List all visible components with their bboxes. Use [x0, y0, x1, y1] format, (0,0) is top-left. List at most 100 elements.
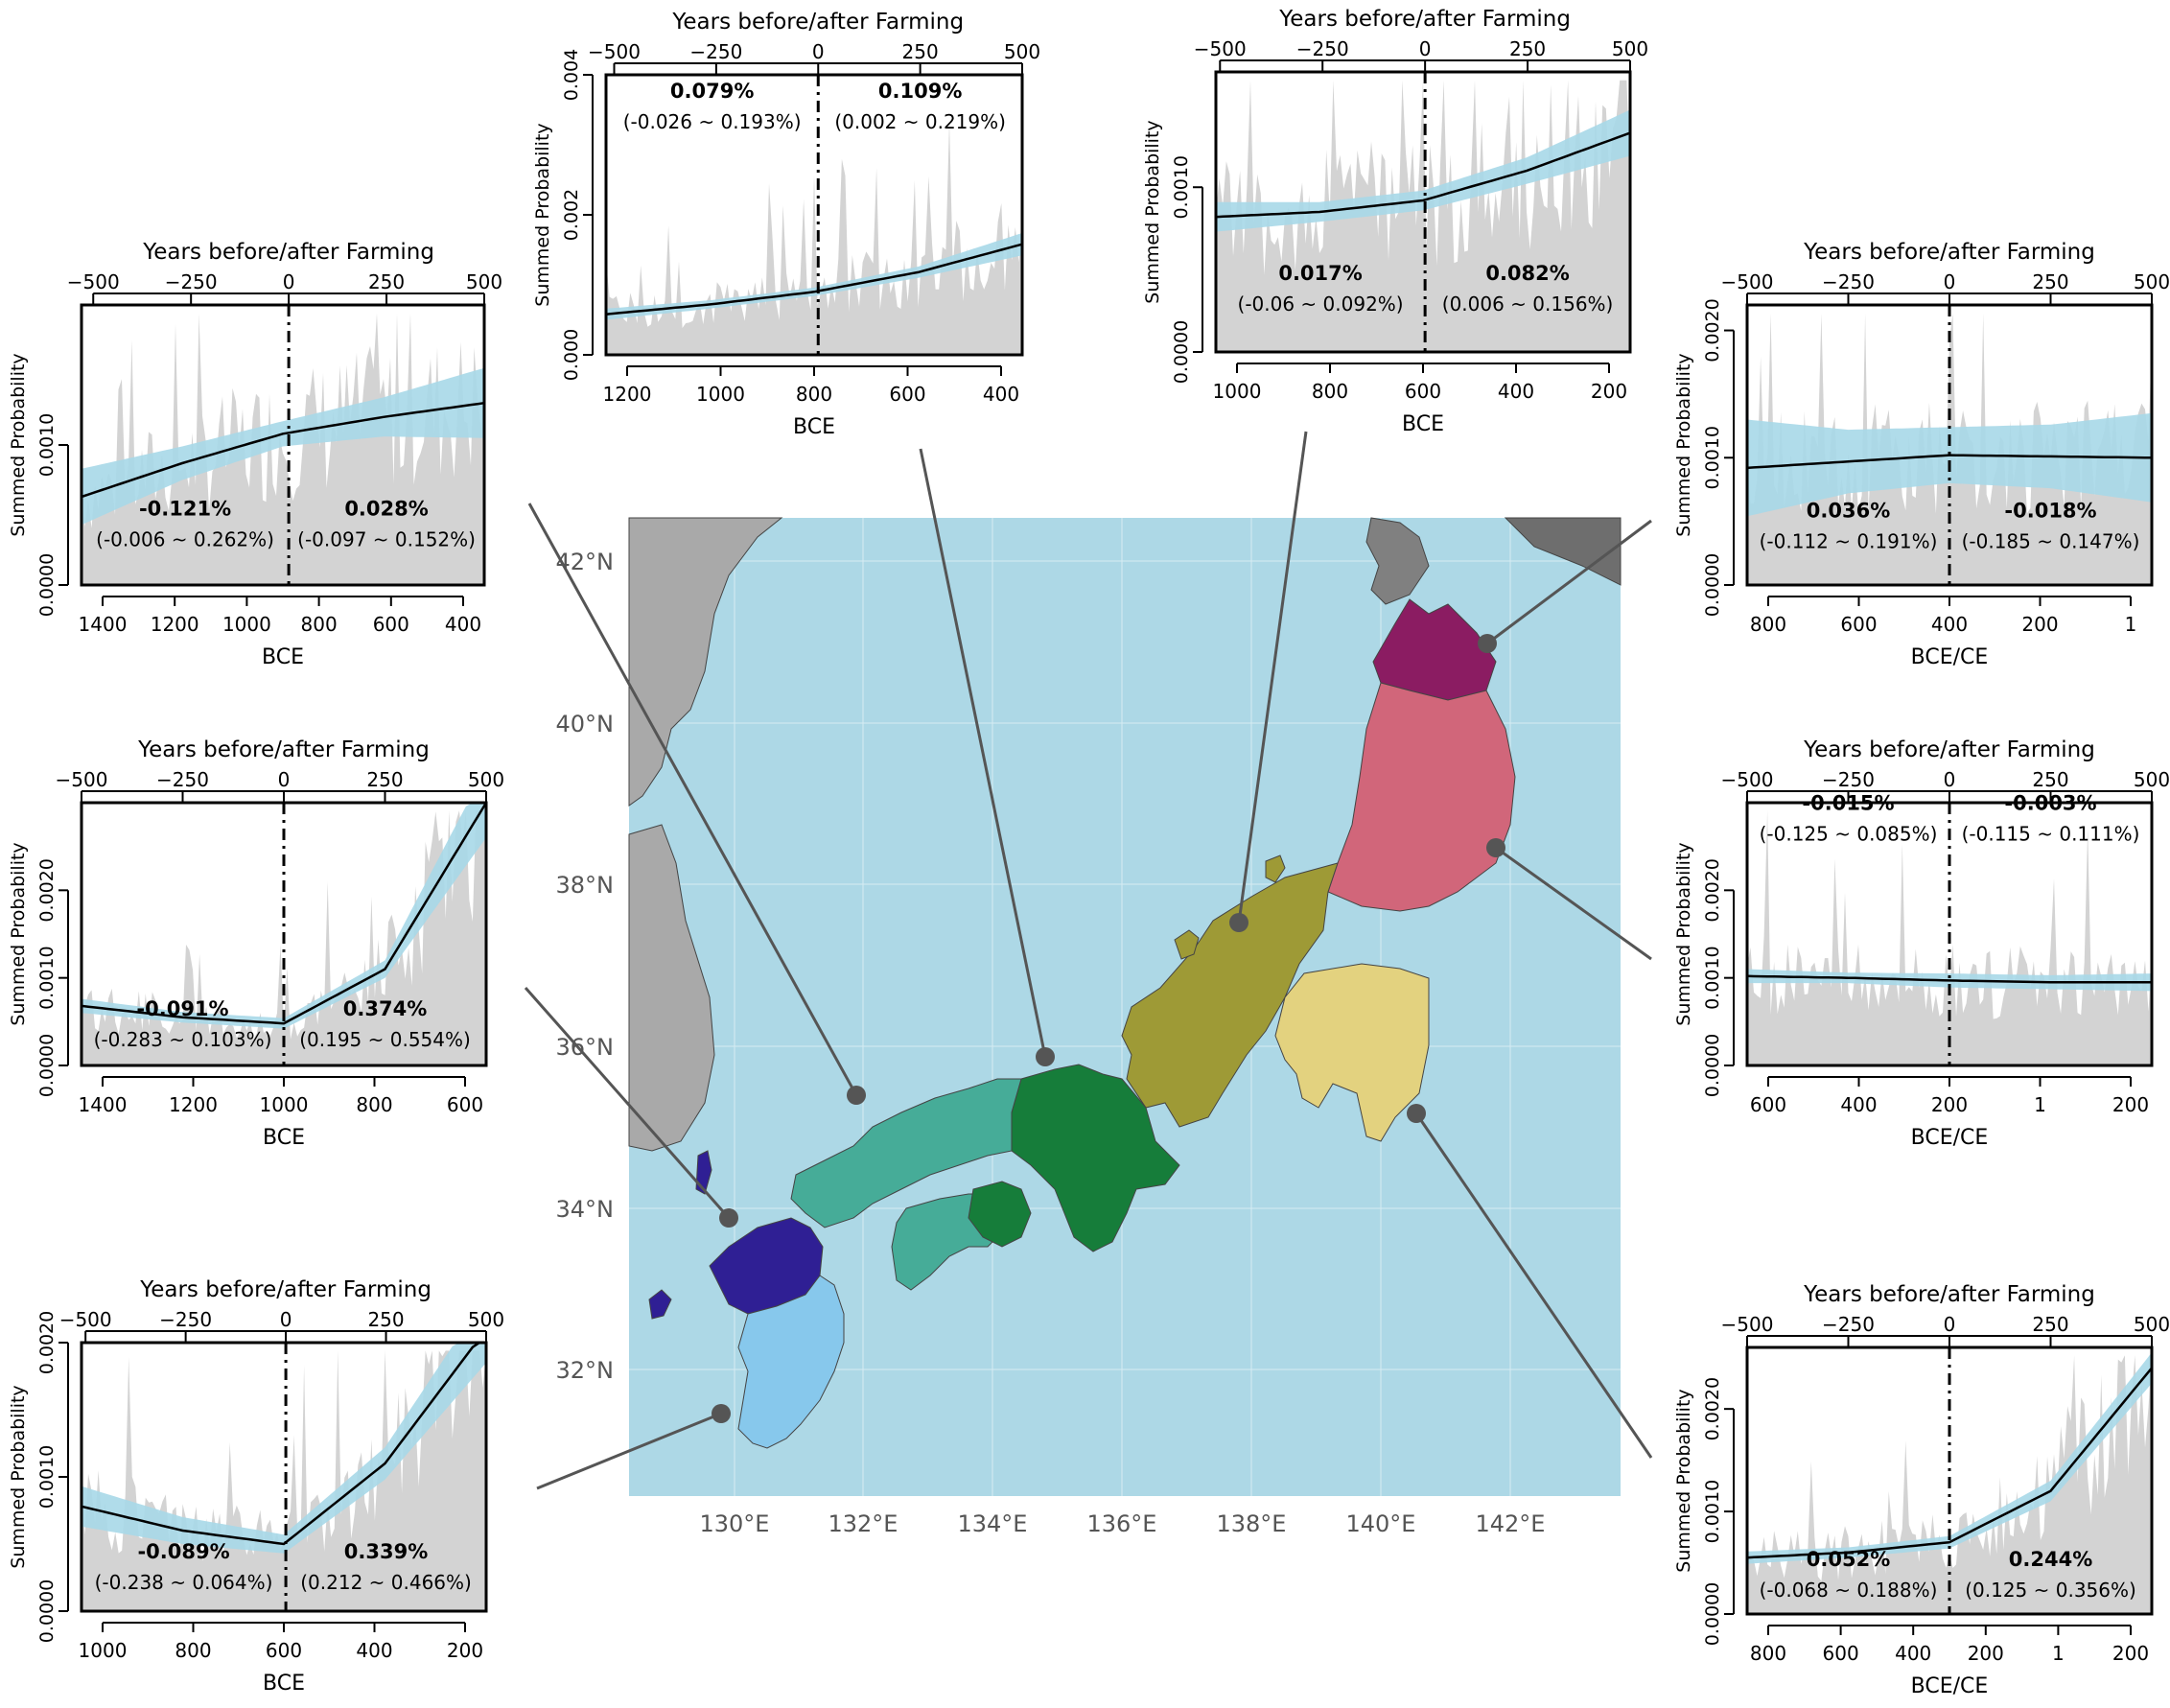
leader-line [1486, 519, 1652, 645]
region-kanto [1274, 963, 1430, 1142]
right-growth-ci: (0.212 ~ 0.466%) [300, 1571, 472, 1594]
leader-dot [1486, 838, 1505, 857]
map-lon-label: 142°E [1476, 1510, 1546, 1537]
confidence-band [1747, 1352, 2152, 1564]
top-tick-label: −500 [1194, 37, 1247, 60]
panels: −500 −250 0 250 500 Years before/after Farmin… [8, 7, 2170, 1698]
leader-dot [712, 1404, 731, 1423]
panel-frame [80, 1341, 488, 1613]
map-lat-label: 38°N [556, 872, 615, 899]
summed-probability-area [82, 313, 484, 585]
map-lon-label: 136°E [1087, 1510, 1157, 1537]
island-sado [1265, 854, 1286, 883]
top-tick-label: −500 [67, 270, 120, 293]
top-tick-label: 500 [2134, 1313, 2170, 1336]
leader-dot [1036, 1047, 1055, 1066]
summed-probability-area [82, 1350, 486, 1611]
japan-map: 42°N 40°N 38°N 36°N 34°N 32°N 130°E 132°E 134°E 1… [524, 431, 1653, 1537]
korean-peninsula [628, 824, 715, 1152]
y-axis-title: Summed Probability [1673, 353, 1694, 536]
island-goto [648, 1289, 672, 1320]
x-axis-title: BCE [262, 645, 304, 669]
top-tick-label: −500 [56, 768, 108, 791]
x-axis-title: BCE/CE [1911, 1674, 1989, 1698]
mainland-asia-north [628, 517, 783, 807]
y-tick-label: 0.0010 [1702, 1480, 1723, 1543]
right-growth-rate: 0.374% [343, 997, 427, 1020]
top-tick-label: 0 [1944, 270, 1956, 293]
bottom-tick-label: 1000 [79, 1639, 128, 1662]
map-lat-label: 40°N [556, 711, 615, 737]
leader-dot [847, 1086, 866, 1105]
leader-dot [1407, 1104, 1426, 1123]
y-tick-label: 0.0020 [36, 858, 58, 922]
right-growth-rate: 0.082% [1485, 262, 1569, 285]
top-tick-label: 250 [2032, 768, 2068, 791]
map-lon-label: 134°E [958, 1510, 1028, 1537]
top-axis-title: Years before/after Farming [137, 737, 430, 762]
region-chugoku [790, 1078, 1022, 1228]
top-axis-title: Years before/after Farming [1803, 737, 2095, 762]
right-growth-rate: -0.003% [2004, 791, 2096, 814]
x-axis-title: BCE [263, 1672, 305, 1696]
region-tohoku [1327, 682, 1516, 912]
top-tick-label: 0 [280, 1308, 292, 1331]
y-tick-label: 0.0000 [36, 1579, 58, 1643]
bottom-tick-label: 200 [1931, 1093, 1968, 1116]
leader-line [919, 448, 1047, 1058]
y-axis-title: Summed Probability [1142, 120, 1163, 303]
region-kyushu-south [737, 1275, 845, 1449]
top-tick-label: 250 [2032, 270, 2068, 293]
leader-line [1237, 431, 1308, 924]
bottom-tick-label: 800 [796, 383, 832, 406]
right-growth-ci: (0.195 ~ 0.554%) [299, 1028, 471, 1051]
top-tick-label: −250 [156, 768, 209, 791]
y-tick-label: 0.0000 [1702, 1582, 1723, 1646]
right-growth-ci: (0.006 ~ 0.156%) [1442, 292, 1614, 316]
top-axis-title: Years before/after Farming [671, 10, 964, 35]
leader-line [536, 1412, 722, 1490]
map-lon-label: 138°E [1217, 1510, 1287, 1537]
right-growth-rate: 0.339% [344, 1540, 428, 1563]
y-tick-label: 0.004 [561, 49, 582, 101]
fit-line [1215, 131, 1631, 219]
top-tick-label: 500 [1612, 37, 1648, 60]
bottom-tick-label: 600 [1823, 1642, 1859, 1665]
top-axis-title: Years before/after Farming [1803, 240, 2095, 265]
map-lat-label: 32°N [556, 1357, 615, 1384]
top-axis-title: Years before/after Farming [139, 1277, 432, 1302]
bottom-tick-label: 1200 [169, 1093, 218, 1116]
bottom-tick-label: 1000 [222, 613, 271, 636]
leader-dot [1229, 913, 1248, 932]
confidence-band [1216, 109, 1630, 232]
top-tick-label: 250 [368, 270, 405, 293]
bottom-tick-label: 600 [266, 1639, 302, 1662]
top-tick-label: 500 [1004, 40, 1040, 63]
top-tick-label: −500 [1721, 1313, 1774, 1336]
top-tick-label: −500 [59, 1308, 112, 1331]
left-growth-rate: 0.079% [670, 80, 754, 103]
x-axis-title: BCE/CE [1911, 645, 1989, 669]
confidence-band [82, 803, 486, 1029]
y-axis-title: Summed Probability [1673, 1389, 1694, 1572]
fit-line [605, 243, 1023, 316]
leader-line [1414, 1112, 1653, 1459]
bottom-tick-label: 800 [175, 1639, 211, 1662]
top-tick-label: −250 [1822, 1313, 1875, 1336]
bottom-tick-label: 800 [1750, 613, 1786, 636]
y-tick-label: 0.0010 [36, 1445, 58, 1509]
y-tick-label: 0.0020 [36, 1311, 58, 1374]
left-growth-ci: (-0.068 ~ 0.188%) [1760, 1579, 1938, 1602]
fit-line [1746, 974, 2152, 984]
y-tick-label: 0.002 [561, 189, 582, 241]
top-tick-label: −500 [1721, 768, 1774, 791]
y-tick-label: 0.0000 [1702, 1034, 1723, 1097]
left-growth-rate: 0.052% [1807, 1548, 1890, 1571]
map-lat-label: 36°N [556, 1034, 615, 1061]
bottom-tick-label: 1 [2052, 1642, 2065, 1665]
leader-line [1495, 846, 1652, 961]
left-growth-rate: -0.121% [139, 497, 231, 520]
bottom-tick-label: 600 [447, 1093, 483, 1116]
right-growth-ci: (-0.115 ~ 0.111%) [1962, 822, 2140, 845]
